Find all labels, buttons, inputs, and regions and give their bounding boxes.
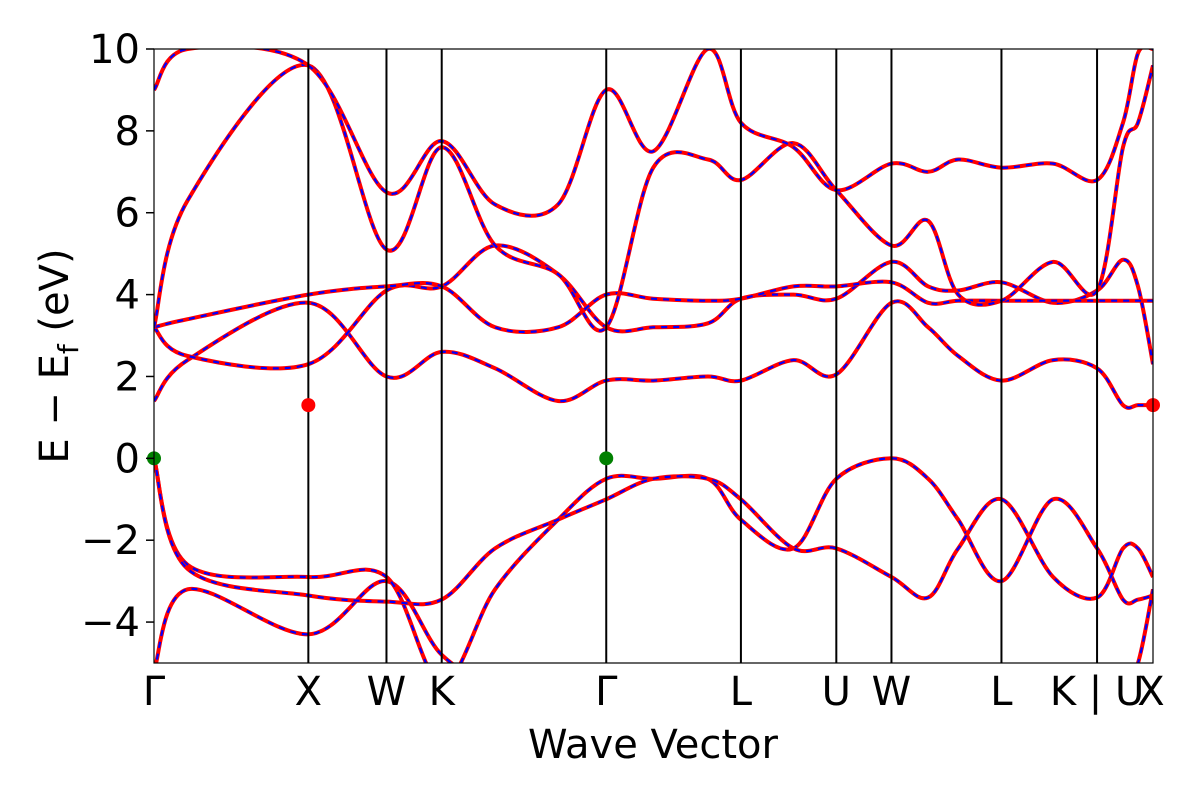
band-line-overlay-4 [154, 300, 1153, 409]
band-line-overlay-8 [154, 49, 1153, 217]
x-tick-label: K | U [1050, 669, 1144, 715]
band-line-2 [154, 456, 1153, 663]
y-axis-label-main: E − E [32, 354, 78, 464]
y-tick-label: 8 [115, 109, 140, 155]
kpoint-lines [307, 49, 1099, 663]
x-tick-label: U [822, 669, 851, 715]
band-line-overlay-5 [154, 244, 1153, 370]
x-tick-label: K [429, 669, 457, 715]
y-tick-label: 2 [115, 354, 140, 400]
band-line-5 [154, 243, 1153, 371]
band-line-overlay-3 [154, 457, 1153, 606]
marker-layer [147, 398, 1160, 466]
x-tick-label: X [1137, 669, 1164, 715]
x-tick-label: X [295, 669, 322, 715]
band-line-overlay-7 [154, 64, 1153, 332]
band-line-1 [154, 579, 1153, 663]
band-line-8 [154, 49, 1153, 218]
y-axis-label: E − Ef (eV) [32, 248, 85, 463]
y-axis-label-unit: (eV) [32, 248, 78, 344]
band-line-7 [154, 63, 1153, 333]
y-axis-label-sub: f [52, 343, 85, 354]
x-tick-label: Γ [595, 669, 618, 715]
x-tick-label: L [730, 669, 753, 715]
band-line-4 [154, 299, 1153, 410]
y-tick-label: −4 [81, 600, 140, 646]
plot-frame [153, 48, 1154, 664]
band-line-overlay-2 [154, 457, 1153, 663]
y-tick-label: 0 [115, 436, 140, 482]
band-line-6 [154, 279, 1153, 334]
x-tick-label: W [367, 669, 407, 715]
band-line-overlay-6 [154, 280, 1153, 334]
y-tick-label: 4 [115, 273, 140, 319]
x-axis-label: Wave Vector [528, 722, 779, 768]
cbm-marker [301, 398, 316, 413]
svg-text:E − Ef (eV): E − Ef (eV) [32, 248, 85, 463]
bands-layer [154, 49, 1153, 663]
y-tick-label: 6 [115, 191, 140, 237]
vbm-marker [599, 451, 614, 466]
x-tick-label: Γ [143, 669, 166, 715]
x-tick-label: L [990, 669, 1013, 715]
y-tick-label: −2 [81, 518, 140, 564]
y-ticks: −4 −2 0 2 4 6 8 10 [81, 27, 154, 646]
y-tick-label: 10 [89, 27, 140, 73]
x-tick-label: W [872, 669, 912, 715]
